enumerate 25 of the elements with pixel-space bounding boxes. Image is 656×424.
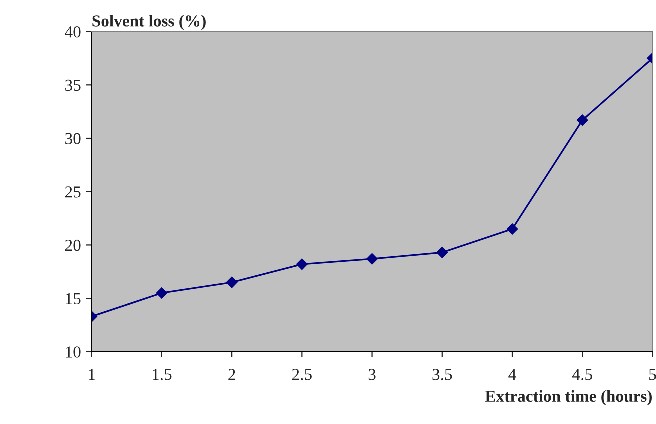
point [156,288,168,299]
x-tick-label: 2.5 [292,369,312,380]
point [436,247,448,258]
y-tick-label: 35 [66,80,81,92]
x-tick-label: 4.5 [572,369,592,380]
x-tick-label: 5 [650,369,656,380]
y-tick-label: 25 [65,186,81,198]
point [226,276,238,288]
point [366,253,378,265]
y-tick-label: 15 [66,293,81,305]
x-tick-label: 1 [89,369,96,380]
point [577,114,588,126]
point [506,224,518,235]
y-tick-label: 20 [65,240,81,252]
y-tick-label: 10 [66,346,81,358]
y-tick-label: 30 [66,133,81,144]
x-tick-label: 3.5 [432,369,452,380]
y-axis-title: Solvent loss (%) [92,15,206,30]
x-tick-label: 3 [368,369,376,380]
x-tick-label: 1.5 [153,369,172,380]
x-tick-label: 2 [228,369,236,380]
point [296,258,308,270]
x-axis-title: Extraction time (hours) [485,390,652,406]
y-tick-label: 40 [65,26,81,38]
x-tick-label: 4 [508,369,516,380]
